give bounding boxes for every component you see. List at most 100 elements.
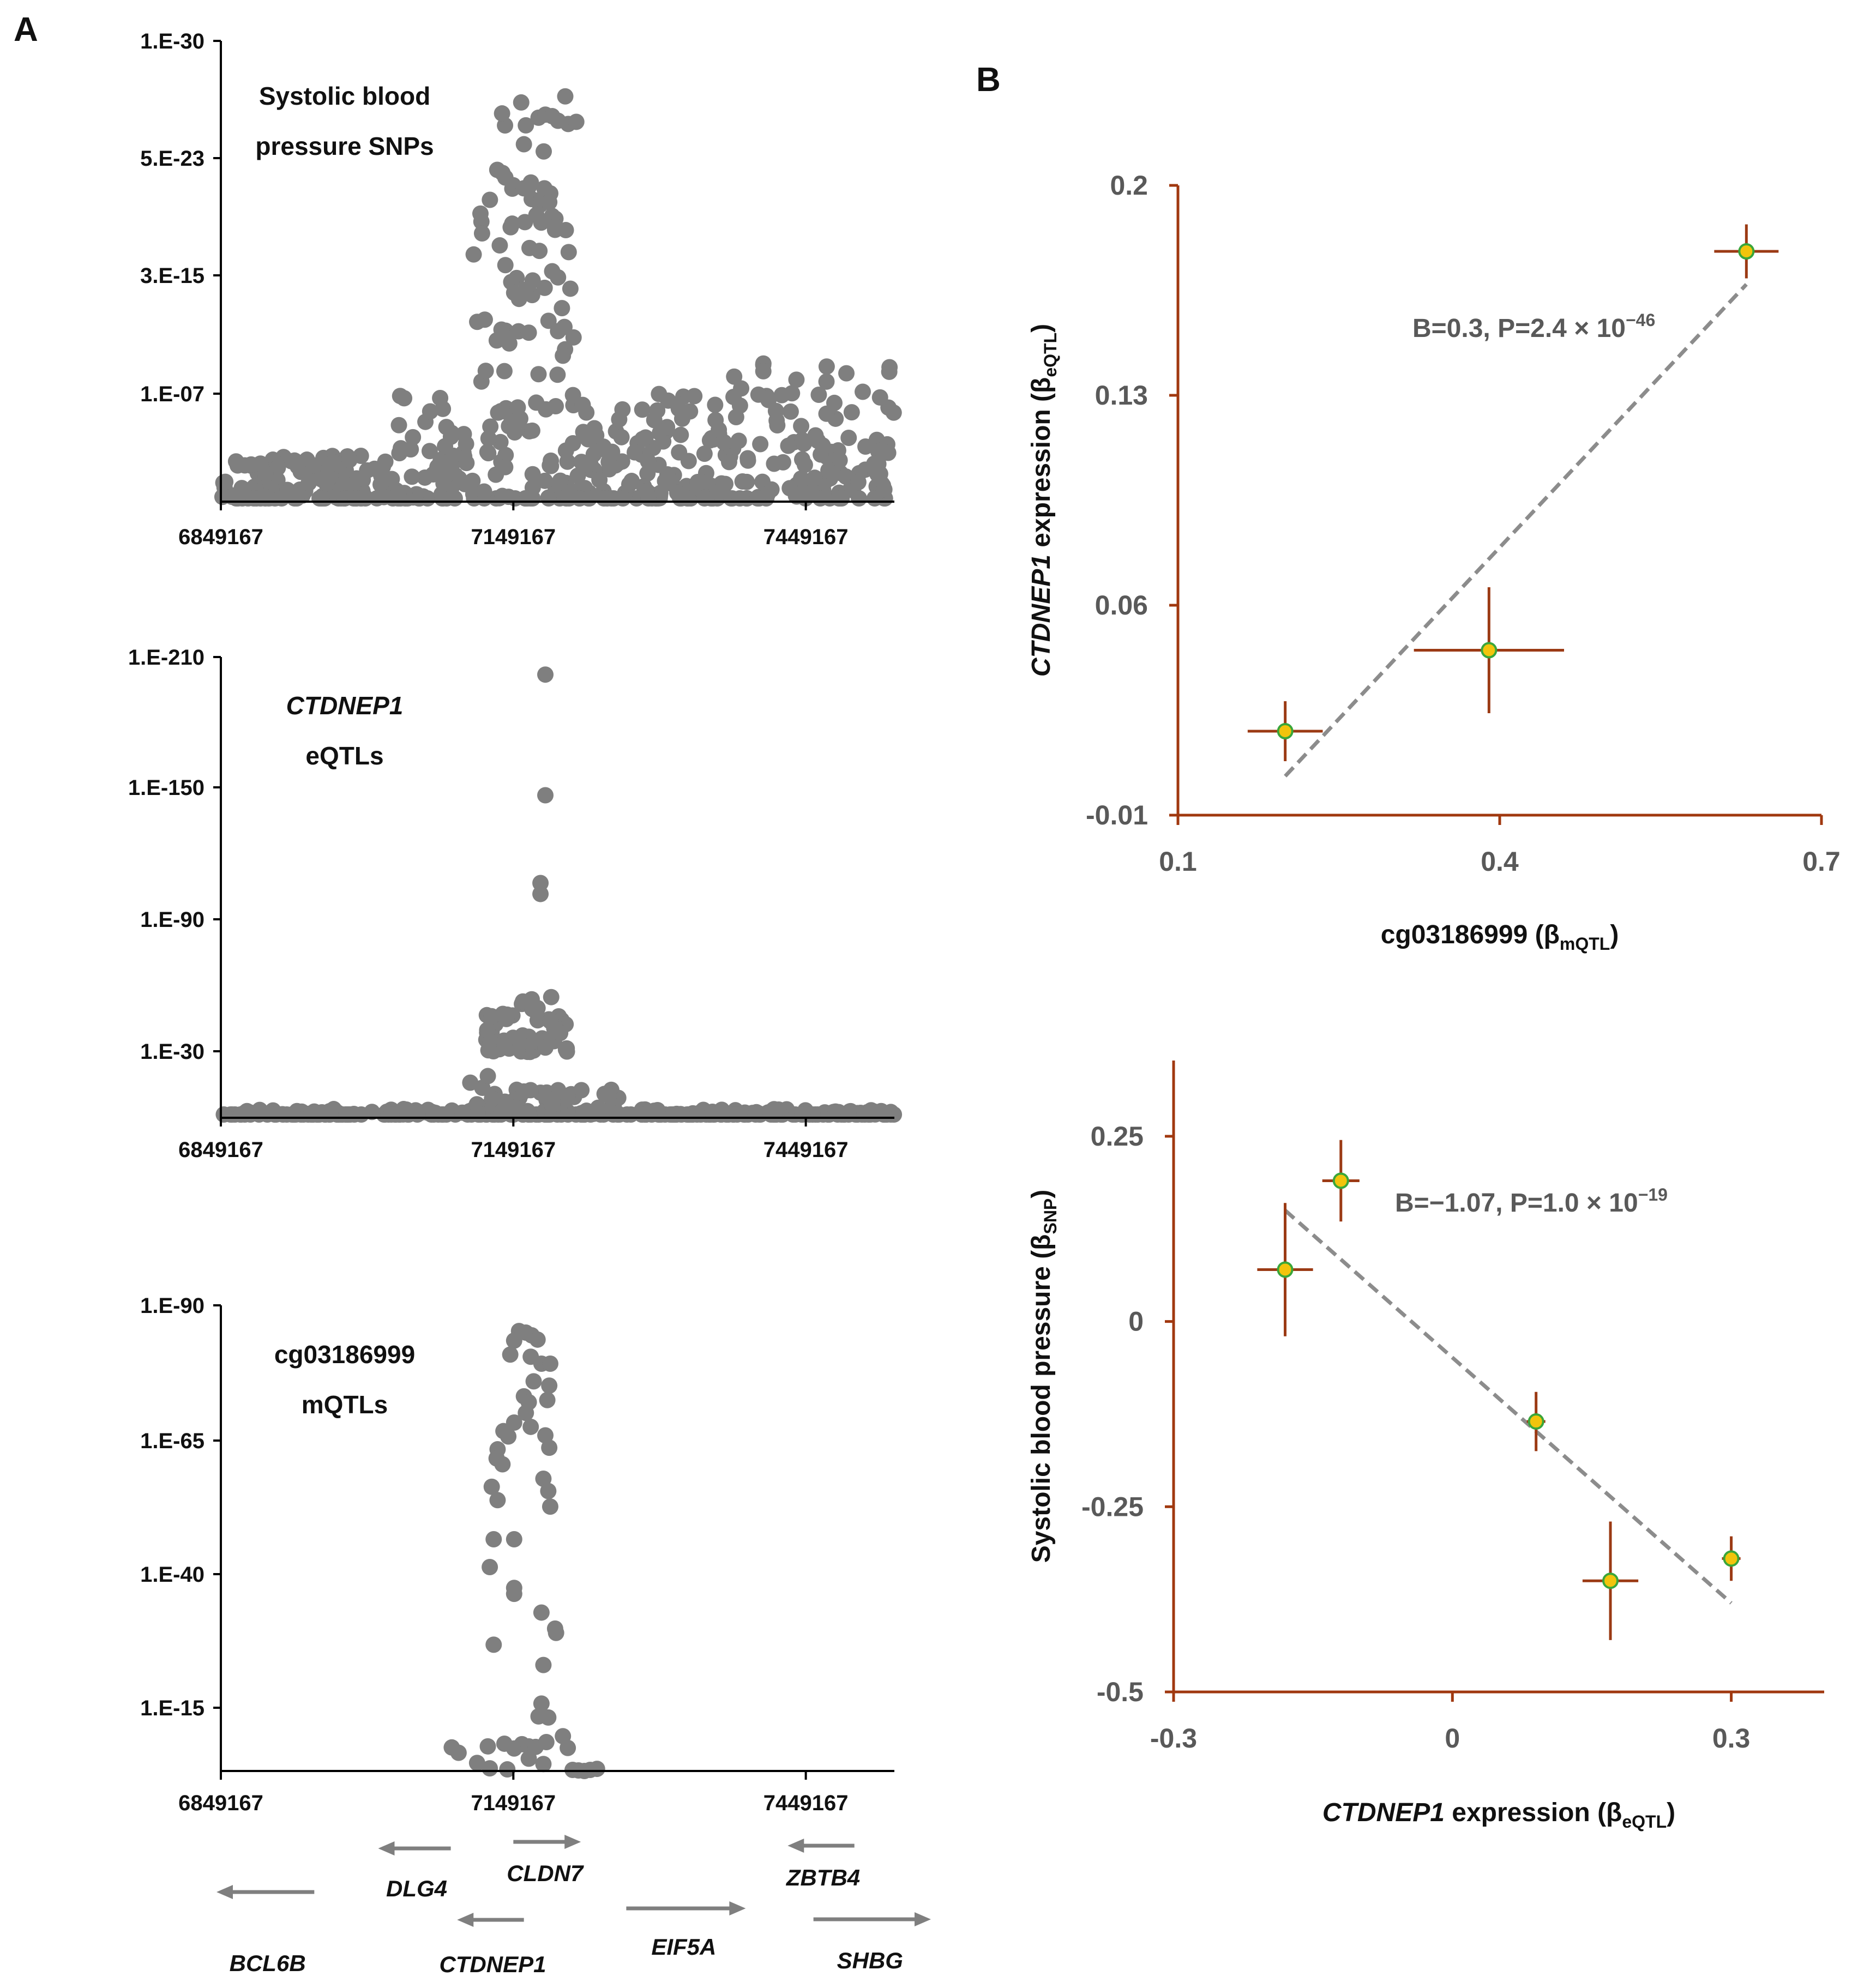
- y-axis-title-close: ): [1027, 324, 1056, 333]
- data-point: [705, 1106, 722, 1123]
- data-point: [578, 404, 595, 421]
- data-point: [529, 1331, 546, 1348]
- data-point: [793, 470, 810, 487]
- y-tick-label: 0.2: [1110, 170, 1148, 201]
- chart-title-line: eQTLs: [305, 742, 383, 770]
- data-point: [543, 457, 560, 474]
- x-tick-label: -0.3: [1150, 1723, 1197, 1754]
- data-point: [794, 431, 811, 448]
- y-tick-label: -0.25: [1081, 1491, 1144, 1522]
- trend-line: [1284, 1209, 1733, 1605]
- data-point: [784, 385, 801, 402]
- data-point: [554, 300, 570, 317]
- data-point: [518, 1405, 534, 1421]
- data-point: [464, 472, 481, 489]
- data-point: [793, 418, 810, 435]
- data-point: [634, 401, 651, 418]
- data-point: [432, 390, 449, 407]
- x-axis-title-close: ): [1667, 1798, 1675, 1827]
- data-point: [345, 1105, 362, 1122]
- data-point: [731, 490, 748, 507]
- data-point: [537, 787, 554, 804]
- gene-label: DLG4: [386, 1876, 447, 1901]
- panel-label-b: B: [976, 61, 1001, 99]
- data-point: [502, 1346, 519, 1363]
- data-point: [470, 1105, 486, 1122]
- gene-label: EIF5A: [651, 1934, 716, 1960]
- gene-label: BCL6B: [230, 1950, 306, 1976]
- data-point: [588, 1761, 605, 1778]
- data-point: [300, 474, 317, 491]
- data-point: [479, 1022, 496, 1039]
- chart-a3-cg03186999-mqtls: 1.E-90 1.E-65 1.E-40 1.E-15 6849167 7149167 74…: [140, 1294, 894, 1815]
- data-point: [857, 438, 874, 455]
- data-point: [532, 885, 549, 902]
- data-point: [541, 1091, 558, 1107]
- data-point: [638, 483, 655, 499]
- data-point: [390, 485, 407, 502]
- chart-a2-ctdnep1-eqtls: 1.E-210 1.E-150 1.E-90 1.E-30 6849167 7149167…: [128, 646, 903, 1162]
- data-point: [599, 490, 616, 507]
- x-tick-label: 0.4: [1481, 846, 1519, 877]
- data-point: [549, 366, 566, 383]
- gene-arrow-head: [457, 1913, 474, 1927]
- data-point: [639, 465, 656, 482]
- data-point: [479, 1738, 496, 1755]
- fit-annotation-text: B=0.3, P=2.4 × 10: [1412, 314, 1626, 343]
- y-axis-title-subscript: SNP: [1041, 1198, 1060, 1234]
- data-point: [501, 335, 518, 352]
- data-point: [452, 473, 469, 490]
- data-point: [580, 490, 597, 507]
- data-point: [529, 999, 546, 1016]
- data-point: [377, 453, 394, 470]
- data-point: [535, 1756, 552, 1773]
- data-point: [489, 1492, 506, 1509]
- y-tick-label: 1.E-90: [140, 1294, 205, 1318]
- data-point: [1332, 1172, 1349, 1189]
- data-point: [507, 1099, 524, 1116]
- data-point: [341, 451, 358, 468]
- data-point: [405, 429, 422, 445]
- x-axis-title-subscript: eQTL: [1622, 1812, 1667, 1832]
- data-point: [482, 1559, 498, 1576]
- data-point: [465, 246, 482, 263]
- x-tick-label: 7449167: [763, 1791, 849, 1815]
- data-point: [560, 1739, 576, 1756]
- data-point: [442, 429, 459, 445]
- data-point: [720, 454, 737, 471]
- data-point: [496, 1037, 513, 1054]
- data-point: [550, 269, 567, 286]
- y-tick-label: 1.E-90: [140, 908, 205, 932]
- data-point: [506, 424, 523, 441]
- data-point: [557, 88, 574, 105]
- gene-label: CLDN7: [507, 1860, 584, 1886]
- data-point: [438, 1106, 455, 1123]
- data-point: [450, 1744, 467, 1761]
- data-point: [473, 225, 490, 242]
- chart-title-line: cg03186999: [274, 1340, 415, 1369]
- data-point: [558, 1043, 575, 1060]
- data-point: [542, 1355, 558, 1372]
- data-point: [1528, 1413, 1544, 1430]
- data-point: [725, 388, 742, 405]
- data-point: [540, 1483, 557, 1499]
- data-point: [518, 117, 534, 134]
- y-axis-title-close: ): [1027, 1190, 1056, 1198]
- data-point: [1738, 243, 1755, 260]
- fit-annotation-text: B=−1.07, P=1.0 × 10: [1395, 1189, 1638, 1218]
- data-point: [866, 455, 883, 472]
- data-point: [810, 386, 827, 403]
- x-axis-title: cg03186999 (βmQTL): [1381, 920, 1619, 954]
- fit-annotation-exponent: −46: [1626, 310, 1655, 330]
- data-point: [623, 473, 640, 490]
- y-axis-title-text: Systolic blood pressure (β: [1027, 1234, 1056, 1563]
- data-point: [560, 244, 577, 261]
- data-point: [588, 427, 605, 444]
- data-point: [257, 465, 274, 482]
- data-point: [399, 1106, 416, 1123]
- data-point: [483, 1008, 500, 1025]
- data-point: [404, 468, 420, 485]
- data-point: [233, 1106, 250, 1123]
- x-tick-label: 6849167: [178, 525, 263, 549]
- data-point: [1602, 1573, 1619, 1589]
